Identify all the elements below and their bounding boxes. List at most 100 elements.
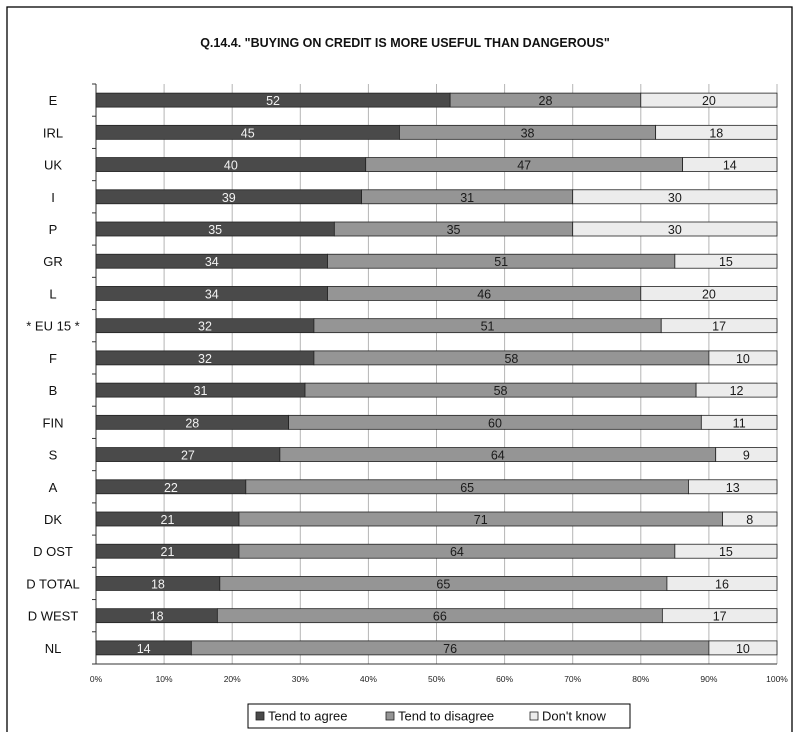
data-label: 65 <box>436 577 450 591</box>
data-label: 10 <box>736 642 750 656</box>
data-label: 8 <box>746 513 753 527</box>
bar-segment-dont-know <box>660 318 778 334</box>
chart-frame <box>6 6 793 732</box>
data-label: 51 <box>481 320 495 334</box>
category-label: UK <box>44 158 62 173</box>
data-label: 58 <box>494 384 508 398</box>
data-label: 22 <box>164 481 178 495</box>
data-label: 51 <box>494 255 508 269</box>
data-label: 76 <box>443 642 457 656</box>
legend-swatch-dont-know <box>529 711 539 721</box>
data-label: 9 <box>743 449 750 463</box>
x-tick-label: 100% <box>766 674 788 684</box>
data-label: 18 <box>709 126 723 140</box>
data-label: 10 <box>736 352 750 366</box>
x-tick-label: 50% <box>428 674 445 684</box>
data-label: 39 <box>222 191 236 205</box>
category-label: E <box>49 93 58 108</box>
data-label: 13 <box>726 481 740 495</box>
data-label: 17 <box>712 320 726 334</box>
data-label: 35 <box>447 223 461 237</box>
data-label: 31 <box>194 384 208 398</box>
bar-segment-dont-know <box>640 92 778 108</box>
data-label: 18 <box>151 577 165 591</box>
data-label: 21 <box>161 545 175 559</box>
data-label: 30 <box>668 191 682 205</box>
data-label: 28 <box>539 94 553 108</box>
category-label: P <box>49 222 58 237</box>
data-label: 34 <box>205 255 219 269</box>
data-label: 15 <box>719 255 733 269</box>
data-label: 64 <box>491 449 505 463</box>
data-label: 38 <box>521 126 535 140</box>
bar-segment-dont-know <box>715 447 778 462</box>
bar-segment-dont-know <box>688 479 778 495</box>
bar-segment-dont-know <box>640 286 778 301</box>
data-label: 14 <box>137 642 151 656</box>
legend-label: Tend to agree <box>268 709 348 724</box>
category-label: D OST <box>33 544 73 559</box>
category-label: D TOTAL <box>26 576 79 591</box>
data-label: 15 <box>719 545 733 559</box>
data-label: 52 <box>266 94 280 108</box>
x-tick-label: 0% <box>90 674 103 684</box>
category-label: FIN <box>43 415 64 430</box>
data-label: 65 <box>460 481 474 495</box>
chart-title: Q.14.4. "BUYING ON CREDIT IS MORE USEFUL… <box>200 36 610 50</box>
data-label: 40 <box>224 159 238 173</box>
category-label: L <box>49 286 56 301</box>
category-label: B <box>49 383 58 398</box>
data-label: 20 <box>702 94 716 108</box>
data-label: 14 <box>723 159 737 173</box>
data-label: 64 <box>450 545 464 559</box>
data-label: 11 <box>733 416 746 430</box>
data-label: 35 <box>208 223 222 237</box>
data-label: 60 <box>488 416 502 430</box>
x-tick-label: 40% <box>360 674 377 684</box>
data-label: 28 <box>185 416 199 430</box>
plot-area: 0% 10% 20% 30% 40% 50% 60% 70% 80% 90% 100% E 52 28 20… <box>26 83 788 684</box>
x-tick-label: 80% <box>632 674 649 684</box>
legend-swatch-agree <box>255 711 265 721</box>
bar-segment-dont-know <box>666 576 778 591</box>
data-label: 18 <box>150 610 164 624</box>
bar-segment-dont-know <box>695 382 778 398</box>
data-label: 31 <box>460 191 474 205</box>
category-label: IRL <box>43 125 63 140</box>
data-label: 66 <box>433 610 447 624</box>
x-tick-label: 90% <box>700 674 717 684</box>
data-label: 12 <box>730 384 744 398</box>
category-label: * EU 15 * <box>26 319 79 334</box>
category-label: S <box>49 448 58 463</box>
data-label: 46 <box>477 287 491 301</box>
data-label: 17 <box>713 610 727 624</box>
bar-segment-dont-know <box>655 124 778 140</box>
bar-segment-dont-know <box>674 543 778 559</box>
legend-swatch-disagree <box>385 711 395 721</box>
data-label: 71 <box>474 513 488 527</box>
category-label: DK <box>44 512 62 527</box>
category-label: D WEST <box>28 609 79 624</box>
bar-segment-dont-know <box>572 189 778 205</box>
x-tick-label: 60% <box>496 674 513 684</box>
legend-box <box>247 703 631 729</box>
data-label: 21 <box>161 513 175 527</box>
data-label: 30 <box>668 223 682 237</box>
legend: Tend to agree Tend to disagree Don't know <box>247 703 631 729</box>
x-tick-label: 70% <box>564 674 581 684</box>
category-label: NL <box>45 641 62 656</box>
data-label: 47 <box>517 159 531 173</box>
data-label: 32 <box>198 320 212 334</box>
bar-segment-dont-know <box>708 640 778 656</box>
category-label: I <box>51 190 55 205</box>
data-label: 34 <box>205 287 219 301</box>
category-label: A <box>49 480 58 495</box>
bar-segment-dont-know <box>674 253 778 269</box>
bar-segment-dont-know <box>722 511 778 527</box>
legend-label: Tend to disagree <box>398 709 494 724</box>
category-label: F <box>49 351 57 366</box>
x-tick-label: 10% <box>156 674 173 684</box>
x-tick-label: 30% <box>292 674 309 684</box>
bar-segment-dont-know <box>700 414 778 430</box>
